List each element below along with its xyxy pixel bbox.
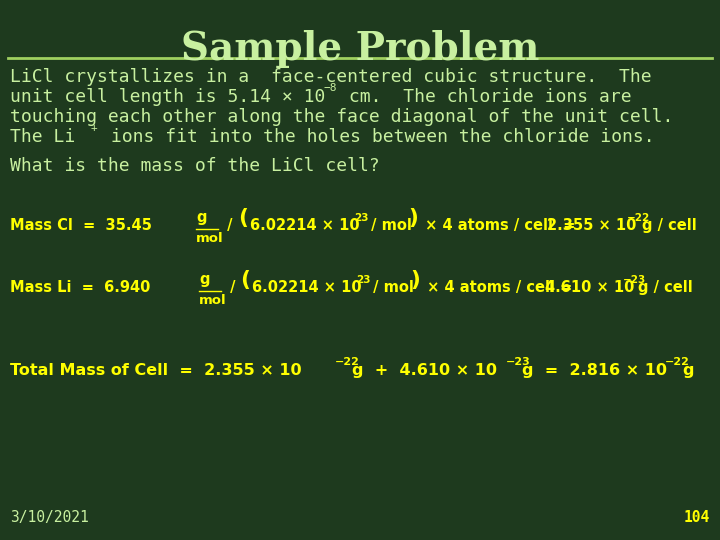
Text: g  =  2.816 × 10: g = 2.816 × 10 — [522, 363, 667, 378]
Text: 2.355 × 10: 2.355 × 10 — [547, 218, 636, 233]
Text: ): ) — [410, 270, 420, 290]
Text: −22: −22 — [665, 357, 690, 367]
Text: g: g — [199, 272, 210, 287]
Text: Total Mass of Cell  =  2.355 × 10: Total Mass of Cell = 2.355 × 10 — [10, 363, 302, 378]
Text: mol: mol — [199, 294, 227, 307]
Text: /: / — [225, 280, 240, 295]
Text: g: g — [682, 363, 693, 378]
Text: 23: 23 — [356, 275, 371, 285]
Text: −23: −23 — [506, 357, 531, 367]
Text: +: + — [91, 123, 98, 133]
Text: 6.02214 × 10: 6.02214 × 10 — [252, 280, 361, 295]
Text: −22: −22 — [627, 213, 650, 223]
Text: cm.  The chloride ions are: cm. The chloride ions are — [338, 88, 631, 106]
Text: 104: 104 — [684, 510, 710, 525]
Text: −22: −22 — [335, 357, 360, 367]
Text: ): ) — [408, 208, 418, 228]
Text: touching each other along the face diagonal of the unit cell.: touching each other along the face diago… — [10, 108, 673, 126]
Text: / mol: / mol — [368, 280, 414, 295]
Text: Mass Li  =  6.940: Mass Li = 6.940 — [10, 280, 156, 295]
Text: −23: −23 — [623, 275, 647, 285]
Text: g: g — [196, 210, 207, 225]
Text: 23: 23 — [354, 213, 369, 223]
Text: g / cell: g / cell — [642, 218, 697, 233]
Text: ions fit into the holes between the chloride ions.: ions fit into the holes between the chlo… — [100, 128, 654, 146]
Text: / mol: / mol — [366, 218, 412, 233]
Text: What is the mass of the LiCl cell?: What is the mass of the LiCl cell? — [10, 157, 379, 175]
Text: Sample Problem: Sample Problem — [181, 30, 539, 68]
Text: (: ( — [240, 270, 250, 290]
Text: 6.02214 × 10: 6.02214 × 10 — [250, 218, 359, 233]
Text: unit cell length is 5.14 × 10: unit cell length is 5.14 × 10 — [10, 88, 325, 106]
Text: 4.610 × 10: 4.610 × 10 — [545, 280, 634, 295]
Text: (: ( — [238, 208, 248, 228]
Text: × 4 atoms / cell  =: × 4 atoms / cell = — [420, 218, 585, 233]
Text: g  +  4.610 × 10: g + 4.610 × 10 — [352, 363, 497, 378]
Text: Mass Cl  =  35.45: Mass Cl = 35.45 — [10, 218, 157, 233]
Text: 3/10/2021: 3/10/2021 — [10, 510, 89, 525]
Text: /: / — [222, 218, 238, 233]
Text: −8: −8 — [323, 83, 336, 93]
Text: LiCl crystallizes in a  face-centered cubic structure.  The: LiCl crystallizes in a face-centered cub… — [10, 68, 652, 86]
Text: × 4 atoms / cell =: × 4 atoms / cell = — [422, 280, 577, 295]
Text: The Li: The Li — [10, 128, 76, 146]
Text: g / cell: g / cell — [638, 280, 693, 295]
Text: mol: mol — [196, 232, 224, 245]
